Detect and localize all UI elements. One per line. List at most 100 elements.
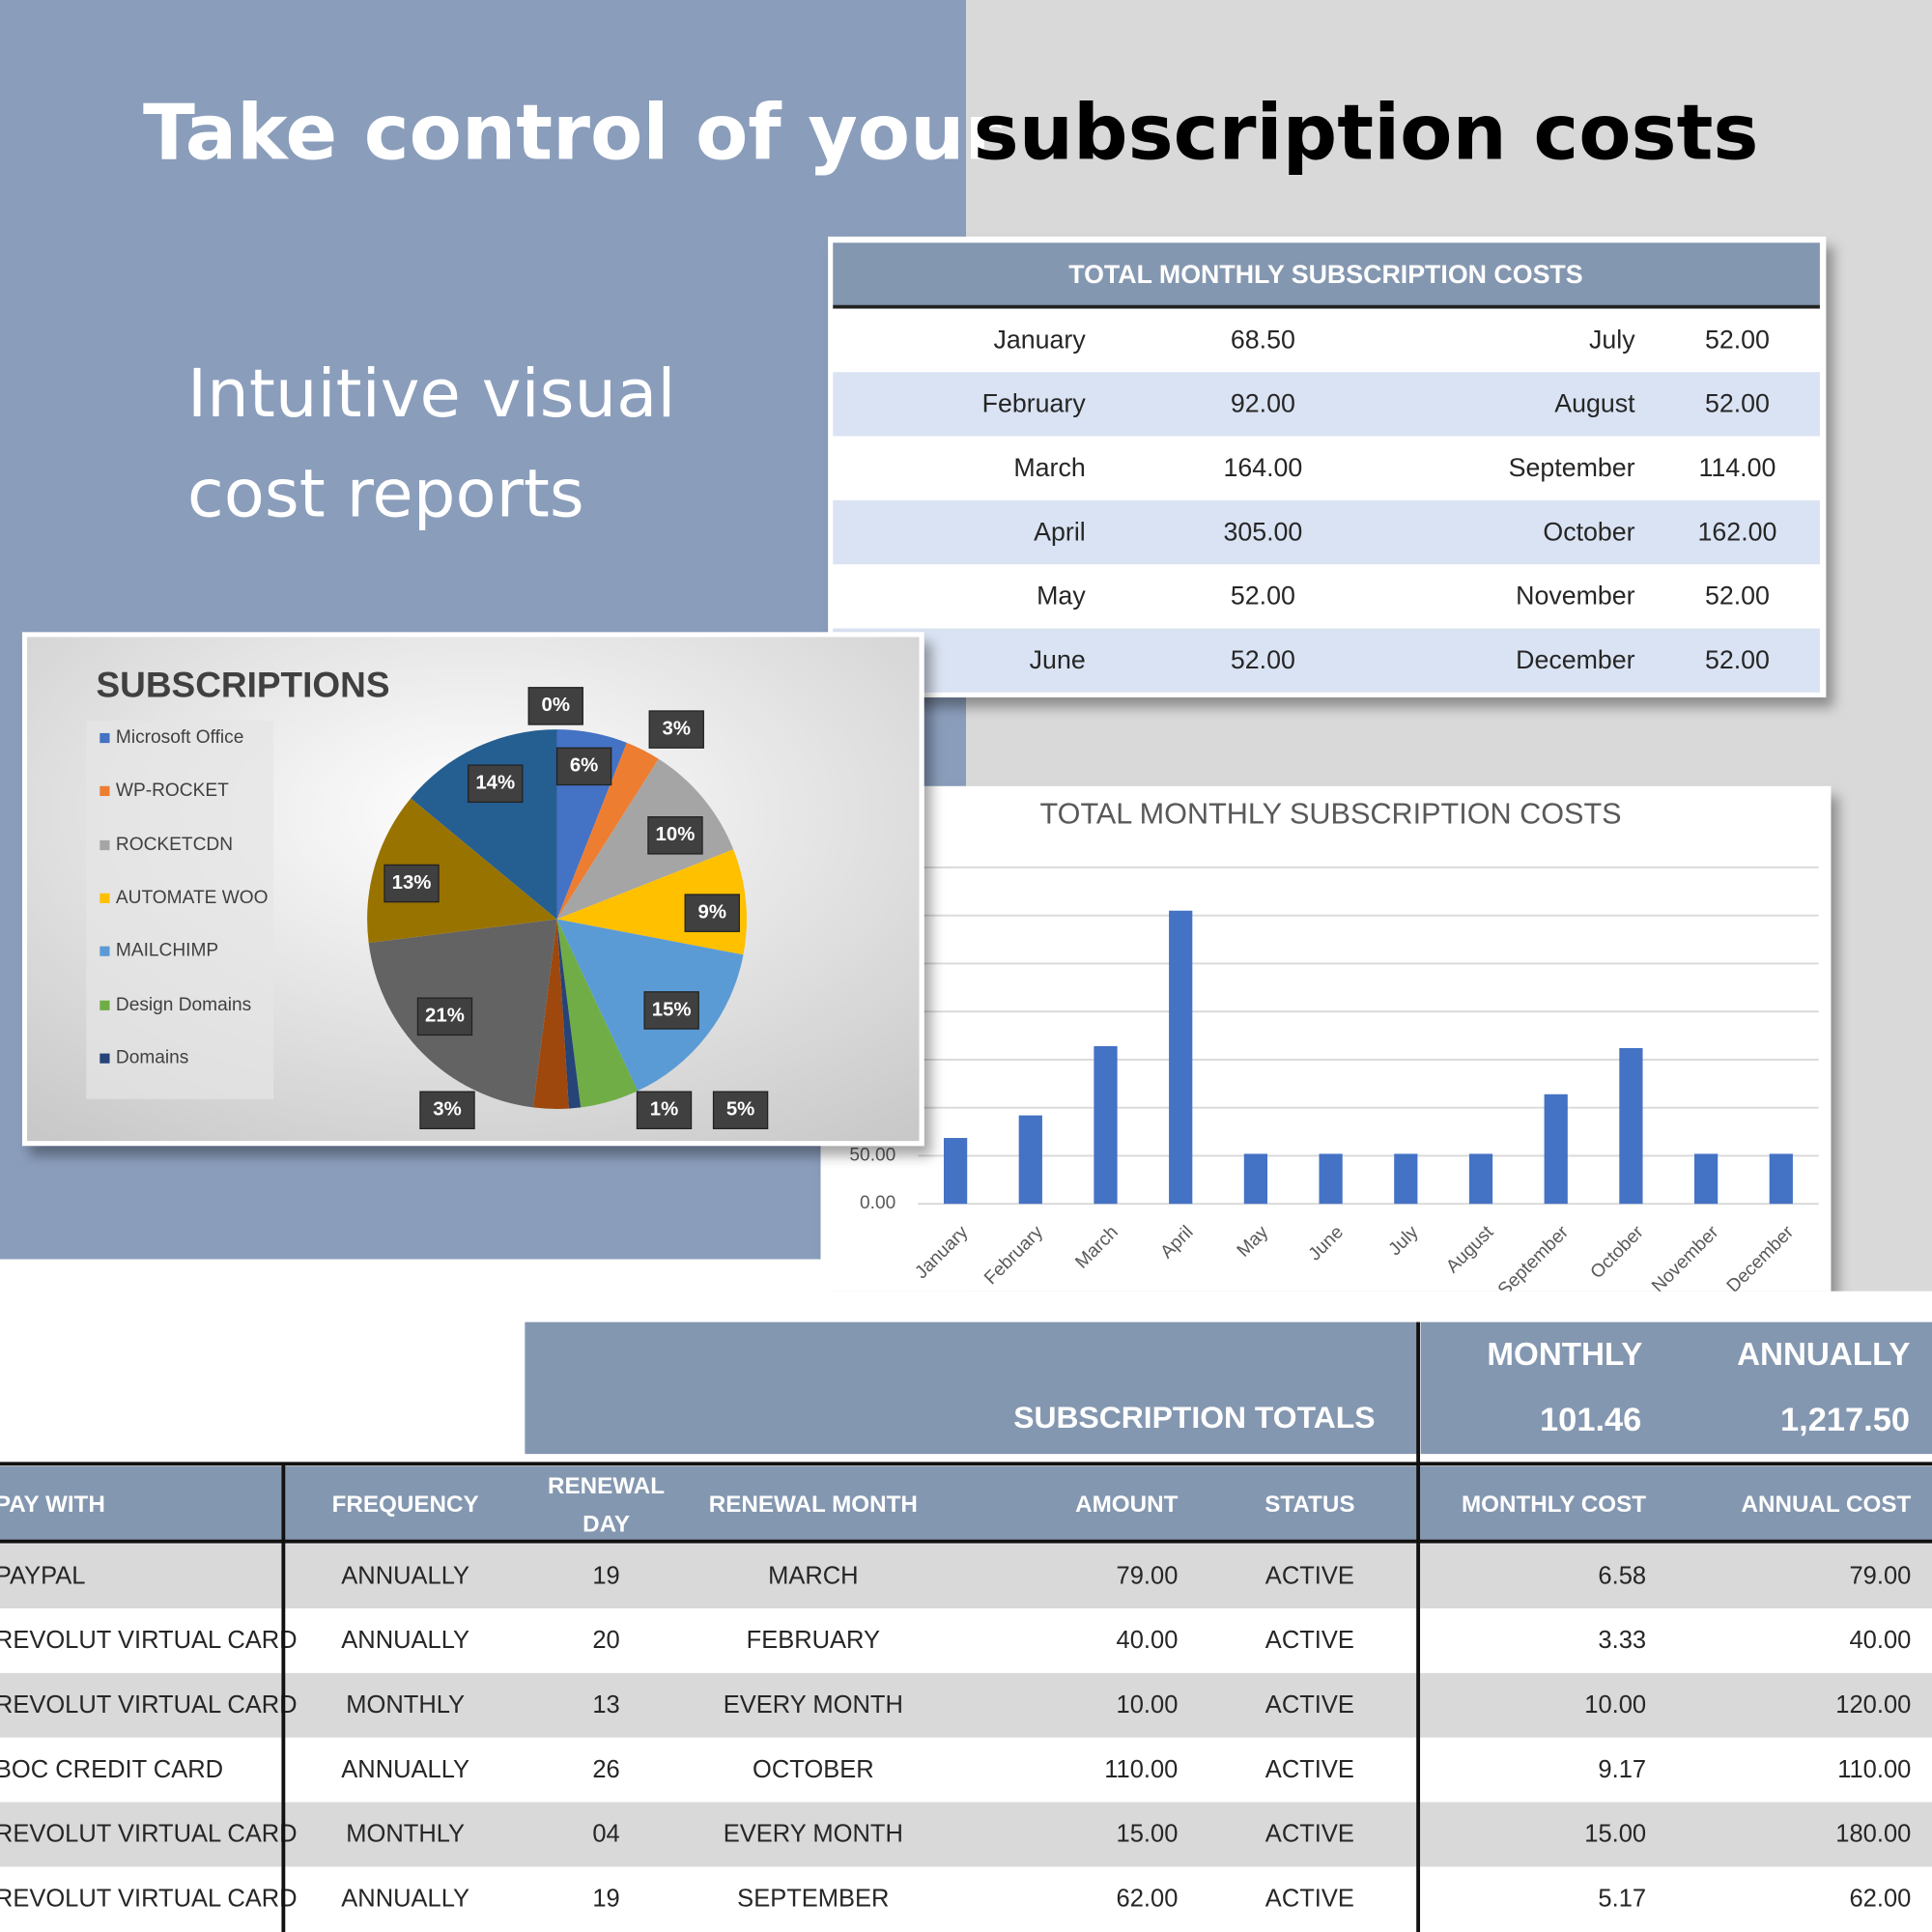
pie-slice xyxy=(367,798,557,944)
pie-slice xyxy=(532,919,569,1109)
y-tick-label: 0.00 xyxy=(860,1193,895,1213)
cell: PAYPAL xyxy=(0,1562,85,1589)
legend-label: Design Domains xyxy=(116,995,251,1015)
cell: 110.00 xyxy=(1104,1756,1178,1783)
column-header xyxy=(0,1465,1932,1541)
data-label: 1% xyxy=(650,1099,678,1121)
totals-header xyxy=(525,1321,1419,1455)
title-left: Take control of your xyxy=(143,88,1002,177)
cell: ANNUALLY xyxy=(341,1627,469,1654)
cost-cell: 52.00 xyxy=(1705,645,1770,674)
legend-label: Microsoft Office xyxy=(116,727,244,748)
pie-slice xyxy=(556,919,639,1108)
y-tick-label: 50.00 xyxy=(849,1145,895,1165)
cost-cell: 68.50 xyxy=(1231,325,1295,354)
data-label: 3% xyxy=(663,718,691,739)
cell: 5.17 xyxy=(1598,1886,1646,1913)
cell: 10.00 xyxy=(1117,1691,1179,1719)
cell: 6.58 xyxy=(1598,1562,1646,1589)
cell: ACTIVE xyxy=(1265,1627,1354,1654)
data-label: 15% xyxy=(652,999,692,1020)
totals-value: 1,217.50 xyxy=(1780,1402,1910,1438)
cell: 13 xyxy=(592,1691,619,1719)
cell: ACTIVE xyxy=(1265,1756,1354,1783)
table-rules xyxy=(0,1321,1932,1932)
card xyxy=(828,236,1827,697)
monthly-table-card: TOTAL MONTHLY SUBSCRIPTION COSTS January 6… xyxy=(828,236,1827,697)
cell: 62.00 xyxy=(1850,1886,1912,1913)
cell: EVERY MONTH xyxy=(724,1691,903,1719)
month-cell: November xyxy=(1516,582,1635,611)
cell: REVOLUT VIRTUAL CARD xyxy=(0,1691,298,1719)
cell: REVOLUT VIRTUAL CARD xyxy=(0,1627,298,1654)
table-header xyxy=(833,242,1820,306)
cell: 120.00 xyxy=(1835,1691,1911,1719)
legend-swatch xyxy=(99,946,110,956)
legend-swatch xyxy=(99,1053,110,1064)
bar xyxy=(1094,1046,1118,1205)
bar xyxy=(1693,1153,1719,1205)
data-label: 0% xyxy=(542,695,570,716)
cell: REVOLUT VIRTUAL CARD xyxy=(0,1821,298,1848)
cell: 10.00 xyxy=(1584,1691,1646,1719)
column-header: RENEWAL MONTH xyxy=(709,1492,918,1518)
totals-header xyxy=(1420,1321,1932,1455)
cost-cell: 52.00 xyxy=(1705,389,1770,418)
column-header: DAY xyxy=(582,1511,630,1537)
cell: ACTIVE xyxy=(1265,1691,1354,1719)
legend-label: Domains xyxy=(116,1048,188,1068)
cell: MONTHLY xyxy=(346,1821,465,1848)
label-box xyxy=(643,991,699,1030)
cell: 40.00 xyxy=(1850,1627,1912,1654)
cell: EVERY MONTH xyxy=(724,1821,903,1848)
cell: BOC CREDIT CARD xyxy=(0,1756,223,1783)
cell: ANNUALLY xyxy=(341,1756,469,1783)
row-band xyxy=(833,499,1820,565)
label-box xyxy=(712,1091,769,1130)
legend-swatch xyxy=(99,839,110,851)
pie-chart-card: SUBSCRIPTIONS 6% 3% 10% 9% 15% 5% 1% 3% 21% 13% 14%… xyxy=(21,632,924,1147)
cell: 19 xyxy=(592,1886,619,1913)
data-label: 6% xyxy=(570,755,598,777)
title-right: subscription costs xyxy=(974,88,1759,177)
legend-swatch xyxy=(99,893,110,903)
column-header: RENEWAL xyxy=(548,1473,665,1499)
chart-title: TOTAL MONTHLY SUBSCRIPTION COSTS xyxy=(1040,797,1622,830)
data-label: 9% xyxy=(698,902,726,923)
cell: SEPTEMBER xyxy=(737,1886,889,1913)
column-header: STATUS xyxy=(1264,1492,1354,1518)
month-cell: March xyxy=(1013,453,1085,482)
legend-label: MAILCHIMP xyxy=(116,941,218,961)
label-box xyxy=(684,894,740,932)
cell: ACTIVE xyxy=(1265,1886,1354,1913)
cost-cell: 52.00 xyxy=(1705,582,1770,611)
cell: 26 xyxy=(592,1756,619,1783)
bar xyxy=(1769,1153,1793,1205)
month-cell: August xyxy=(1554,389,1635,418)
bar xyxy=(1544,1094,1568,1205)
bar xyxy=(1468,1153,1493,1205)
cell: 180.00 xyxy=(1835,1821,1911,1848)
subscriptions-table: MONTHLY ANNUALLY SUBSCRIPTION TOTALS 101.46… xyxy=(0,1259,1932,1932)
bar xyxy=(1243,1153,1268,1205)
data-label: 3% xyxy=(433,1099,461,1121)
cell: 62.00 xyxy=(1117,1886,1179,1913)
bar xyxy=(943,1138,968,1205)
pie-slice xyxy=(556,742,659,920)
bar xyxy=(1018,1115,1042,1205)
cell: 04 xyxy=(592,1821,619,1848)
month-cell: October xyxy=(1543,517,1634,546)
totals-label: SUBSCRIPTION TOTALS xyxy=(1013,1400,1375,1435)
legend-swatch xyxy=(99,732,110,744)
cost-cell: 164.00 xyxy=(1223,453,1302,482)
label-box xyxy=(555,747,612,786)
column-header: ANNUAL COST xyxy=(1742,1492,1912,1518)
chart-title: SUBSCRIPTIONS xyxy=(96,666,389,705)
legend-label: AUTOMATE WOO xyxy=(116,888,269,908)
cost-cell: 92.00 xyxy=(1231,389,1295,418)
column-header: FREQUENCY xyxy=(332,1492,479,1518)
label-box xyxy=(636,1091,693,1130)
bar-chart-card: TOTAL MONTHLY SUBSCRIPTION COSTS 0.00 50.0… xyxy=(820,785,1832,1300)
subtitle: Intuitive visual xyxy=(187,355,676,433)
month-cell: July xyxy=(1589,325,1635,354)
